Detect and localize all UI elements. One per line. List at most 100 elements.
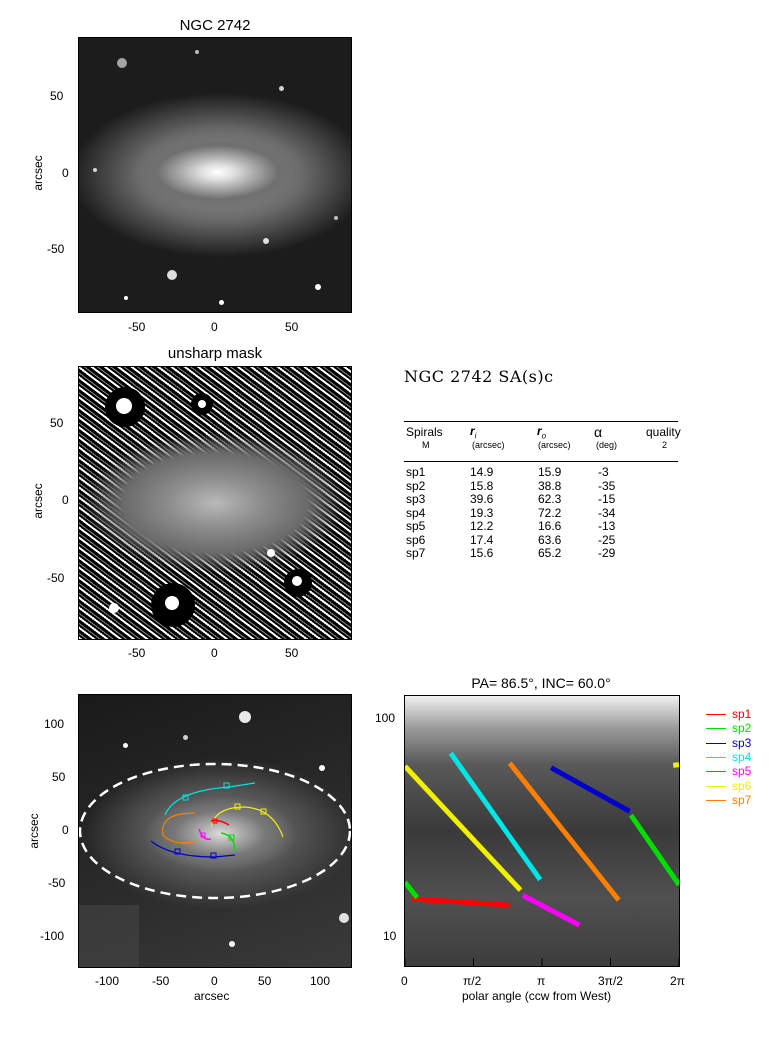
field-star: [124, 296, 128, 300]
panel2-ylabel: arcsec: [31, 483, 45, 519]
chart-title: PA= 86.5°, INC= 60.0°: [471, 675, 611, 691]
panel3-ytick: 0: [62, 823, 69, 837]
arm-marker-sp3: [174, 848, 181, 855]
field-star: [117, 58, 127, 68]
arm-marker-sp4: [182, 794, 189, 801]
row-spiral-name: sp6: [406, 532, 426, 547]
panel2-title: unsharp mask: [167, 345, 263, 362]
panel1-xtick: 50: [285, 320, 299, 334]
row-ri: 15.6: [470, 546, 494, 560]
panel4-xtick: π/2: [463, 974, 482, 988]
row-ri: 15.8: [470, 478, 494, 493]
panel2-xtick: 50: [285, 646, 299, 660]
legend-item-sp2: sp2: [706, 721, 766, 735]
table-title: NGC 2742 SA(s)c: [404, 367, 554, 386]
header-ri-symbol: r: [470, 424, 475, 438]
header-ro-symbol: r: [537, 424, 542, 438]
arm-marker-sp4: [223, 782, 230, 789]
table-top-rule: [404, 421, 678, 422]
panel3-xlabel: arcsec: [194, 989, 230, 1003]
series-segment-sp4: [448, 751, 543, 882]
row-alpha: -3: [598, 465, 609, 479]
row-spiral-name: sp1: [406, 465, 426, 479]
field-star: [165, 596, 179, 610]
field-star: [123, 743, 128, 748]
panel1-ylabel: arcsec: [31, 155, 45, 191]
spiral-arm-sp6: [210, 806, 284, 838]
legend-swatch: [706, 714, 726, 715]
field-star: [339, 913, 349, 923]
header-alpha: α: [594, 424, 603, 440]
row-ri: 12.2: [470, 519, 494, 533]
legend-label: sp5: [732, 764, 752, 779]
arm-marker-sp1: [212, 818, 218, 824]
panel1-title: NGC 2742: [179, 17, 251, 34]
panel3-ytick: -50: [48, 876, 66, 890]
legend-label: sp4: [732, 749, 752, 764]
panel3-ytick: -100: [40, 929, 65, 943]
panel4-xtick: 0: [401, 974, 408, 988]
header-ri-sub: i: [474, 431, 477, 441]
panel2-ytick: -50: [47, 571, 65, 585]
legend-item-sp6: sp6: [706, 779, 766, 793]
panel4-xtick: π: [537, 974, 546, 988]
arm-marker-sp6: [260, 808, 267, 815]
row-ro: 65.2: [538, 546, 562, 560]
header-ri-unit: (arcsec): [472, 440, 505, 450]
panel3-xtick: 50: [258, 974, 272, 988]
field-star: [229, 941, 235, 947]
legend-label: sp1: [732, 707, 752, 721]
panel2-ytick: 50: [50, 416, 64, 430]
field-star: [267, 549, 275, 557]
panel4-ytick: 100: [375, 711, 396, 725]
legend-label: sp2: [732, 721, 752, 736]
row-alpha: -13: [598, 519, 616, 533]
series-segment-sp1: [411, 896, 510, 908]
row-ri: 39.6: [470, 492, 494, 506]
legend-item-sp7: sp7: [706, 793, 766, 807]
row-spiral-name: sp7: [406, 546, 426, 560]
spiral-arm-sp3: [150, 840, 236, 858]
header-ri: ri: [470, 424, 476, 440]
header-ro-unit: (arcsec): [538, 440, 571, 450]
header-ro: ro: [537, 424, 546, 440]
panel3-xtick: -100: [95, 974, 120, 988]
legend-label: sp7: [732, 792, 752, 807]
field-star: [116, 398, 132, 414]
arm-marker-sp2: [228, 834, 235, 841]
spiral-overlay: [79, 762, 351, 900]
panel1-ytick: -50: [47, 242, 65, 256]
legend-swatch: [706, 756, 726, 758]
field-star: [195, 50, 199, 54]
panel1-xtick: 0: [211, 320, 218, 334]
header-quality: quality: [646, 425, 681, 439]
series-segment-sp2: [628, 813, 679, 887]
row-alpha: -25: [598, 532, 616, 547]
spiral-arm-sp2: [220, 832, 236, 852]
legend-swatch: [706, 799, 726, 801]
row-ro: 63.6: [538, 532, 562, 547]
panel4-xlabel: polar angle (ccw from West): [462, 989, 612, 1003]
spiral-arm-sp7: [162, 812, 198, 844]
row-spiral-name: sp4: [406, 505, 426, 520]
field-star: [319, 765, 325, 771]
polar-plot: [404, 695, 680, 967]
table-header-rule: [404, 461, 678, 462]
row-ro: 15.9: [538, 465, 562, 479]
panel2-ytick: 0: [62, 493, 69, 507]
row-spiral-name: sp3: [406, 492, 426, 506]
spiral-arm-sp1: [210, 819, 230, 826]
panel4-xtick: 2π: [670, 974, 685, 988]
panel3-xtick: -50: [152, 974, 170, 988]
header-ro-sub: o: [541, 431, 547, 441]
panel3-ytick: 50: [52, 770, 66, 784]
series-segment-sp3: [549, 765, 631, 814]
field-star: [219, 300, 224, 305]
field-star: [263, 238, 269, 244]
panel2-xtick: -50: [128, 646, 146, 660]
row-ri: 19.3: [470, 505, 494, 520]
header-quality-value: 2: [662, 440, 668, 450]
row-ri: 17.4: [470, 532, 494, 547]
field-star: [239, 711, 251, 723]
legend-swatch: [706, 785, 726, 787]
